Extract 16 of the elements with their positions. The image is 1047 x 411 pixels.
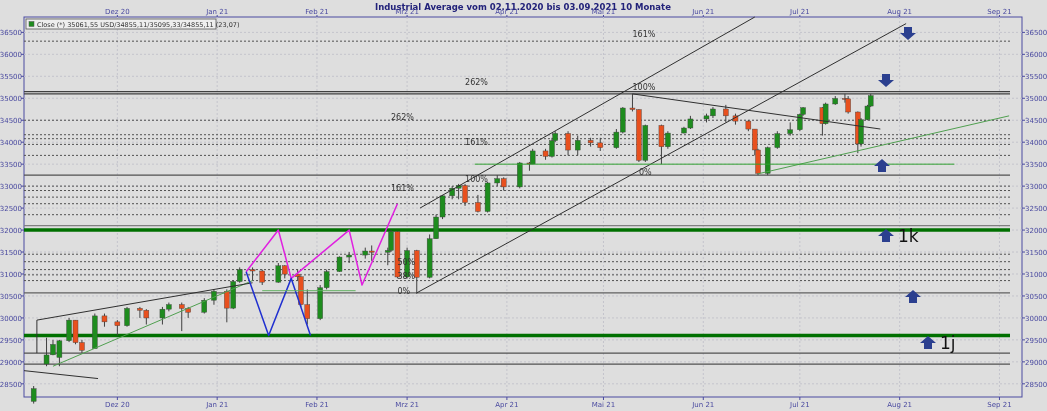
annotation: 262% xyxy=(391,113,415,123)
candlestick xyxy=(124,306,130,328)
annotation: 1j xyxy=(940,333,956,353)
annotation: 161% xyxy=(391,183,415,193)
annotation: 161% xyxy=(465,137,489,147)
line-series xyxy=(245,202,399,286)
annotation: 38% xyxy=(397,271,416,281)
candlestick xyxy=(575,135,581,156)
annotation: 262% xyxy=(465,78,489,88)
annotation: 0% xyxy=(397,286,411,296)
candlestick xyxy=(565,130,571,156)
annotation: 50% xyxy=(397,258,416,268)
annotation: 0% xyxy=(638,168,652,178)
annotation: 100% xyxy=(632,82,656,92)
annotation: 1k xyxy=(898,226,919,246)
annotation: 161% xyxy=(632,29,656,39)
